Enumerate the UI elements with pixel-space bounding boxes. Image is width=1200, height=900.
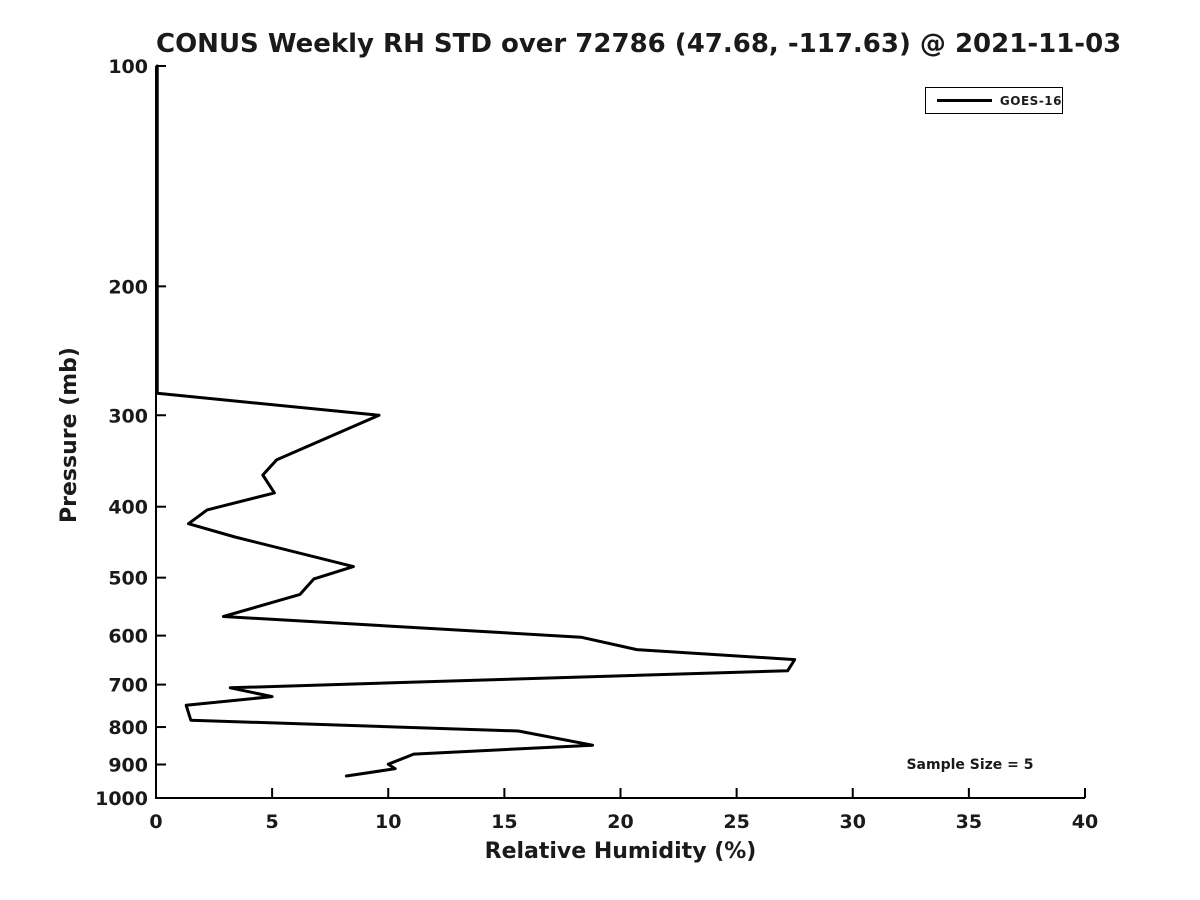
data-line-goes-16 [155,64,797,778]
x-tick-label: 0 [149,811,162,833]
axis-spines [155,66,1085,799]
y-tick-label: 400 [108,497,148,519]
y-tick-label: 300 [108,405,148,427]
chart-title: CONUS Weekly RH STD over 72786 (47.68, -… [156,29,1122,59]
y-tick-label: 700 [108,675,148,697]
y-tick-label: 600 [108,626,148,648]
sample-size-annotation: Sample Size = 5 [906,757,1034,773]
y-tick-label: 800 [108,717,148,739]
x-tick-label: 15 [491,811,517,833]
x-tick-label: 5 [266,811,279,833]
y-tick-label: 900 [108,755,148,777]
legend-line-sample [937,99,992,102]
legend: GOES-16 [925,87,1063,114]
x-tick-label: 25 [723,811,749,833]
y-tick-label: 1000 [95,788,148,810]
x-tick-label: 30 [840,811,866,833]
x-tick-label: 10 [375,811,401,833]
y-tick-label: 500 [108,568,148,590]
y-tick-label: 200 [108,276,148,298]
x-tick-label: 40 [1072,811,1098,833]
x-tick-label: 20 [607,811,633,833]
x-tick-label: 35 [956,811,982,833]
legend-label: GOES-16 [999,93,1062,108]
y-tick-label: 100 [108,56,148,78]
x-axis-label: Relative Humidity (%) [484,839,757,864]
